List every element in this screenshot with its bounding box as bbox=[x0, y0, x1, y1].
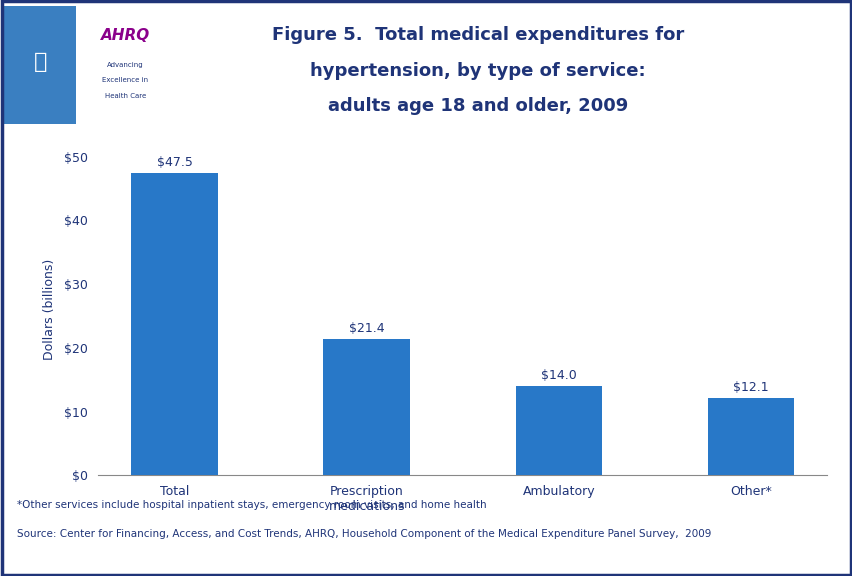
Text: Figure 5.  Total medical expenditures for: Figure 5. Total medical expenditures for bbox=[271, 26, 683, 44]
Text: Health Care: Health Care bbox=[105, 93, 146, 98]
Bar bbox=[131, 173, 217, 475]
Bar bbox=[76, 6, 175, 124]
Bar bbox=[4, 6, 76, 124]
Y-axis label: Dollars (billions): Dollars (billions) bbox=[43, 259, 56, 360]
Text: 🦅: 🦅 bbox=[33, 52, 47, 73]
Text: $47.5: $47.5 bbox=[157, 156, 193, 169]
Text: hypertension, by type of service:: hypertension, by type of service: bbox=[309, 62, 645, 80]
Text: AHRQ: AHRQ bbox=[101, 28, 150, 43]
Text: *Other services include hospital inpatient stays, emergency room visits, and hom: *Other services include hospital inpatie… bbox=[17, 500, 486, 510]
Text: adults age 18 and older, 2009: adults age 18 and older, 2009 bbox=[327, 97, 627, 115]
Text: $14.0: $14.0 bbox=[540, 369, 576, 382]
Text: $12.1: $12.1 bbox=[733, 381, 768, 395]
Bar bbox=[515, 386, 602, 475]
Text: $21.4: $21.4 bbox=[348, 322, 384, 335]
Text: Source: Center for Financing, Access, and Cost Trends, AHRQ, Household Component: Source: Center for Financing, Access, an… bbox=[17, 529, 711, 539]
Bar bbox=[707, 398, 793, 475]
Text: Excellence in: Excellence in bbox=[102, 77, 148, 83]
Bar bbox=[323, 339, 410, 475]
Text: Advancing: Advancing bbox=[107, 62, 143, 68]
